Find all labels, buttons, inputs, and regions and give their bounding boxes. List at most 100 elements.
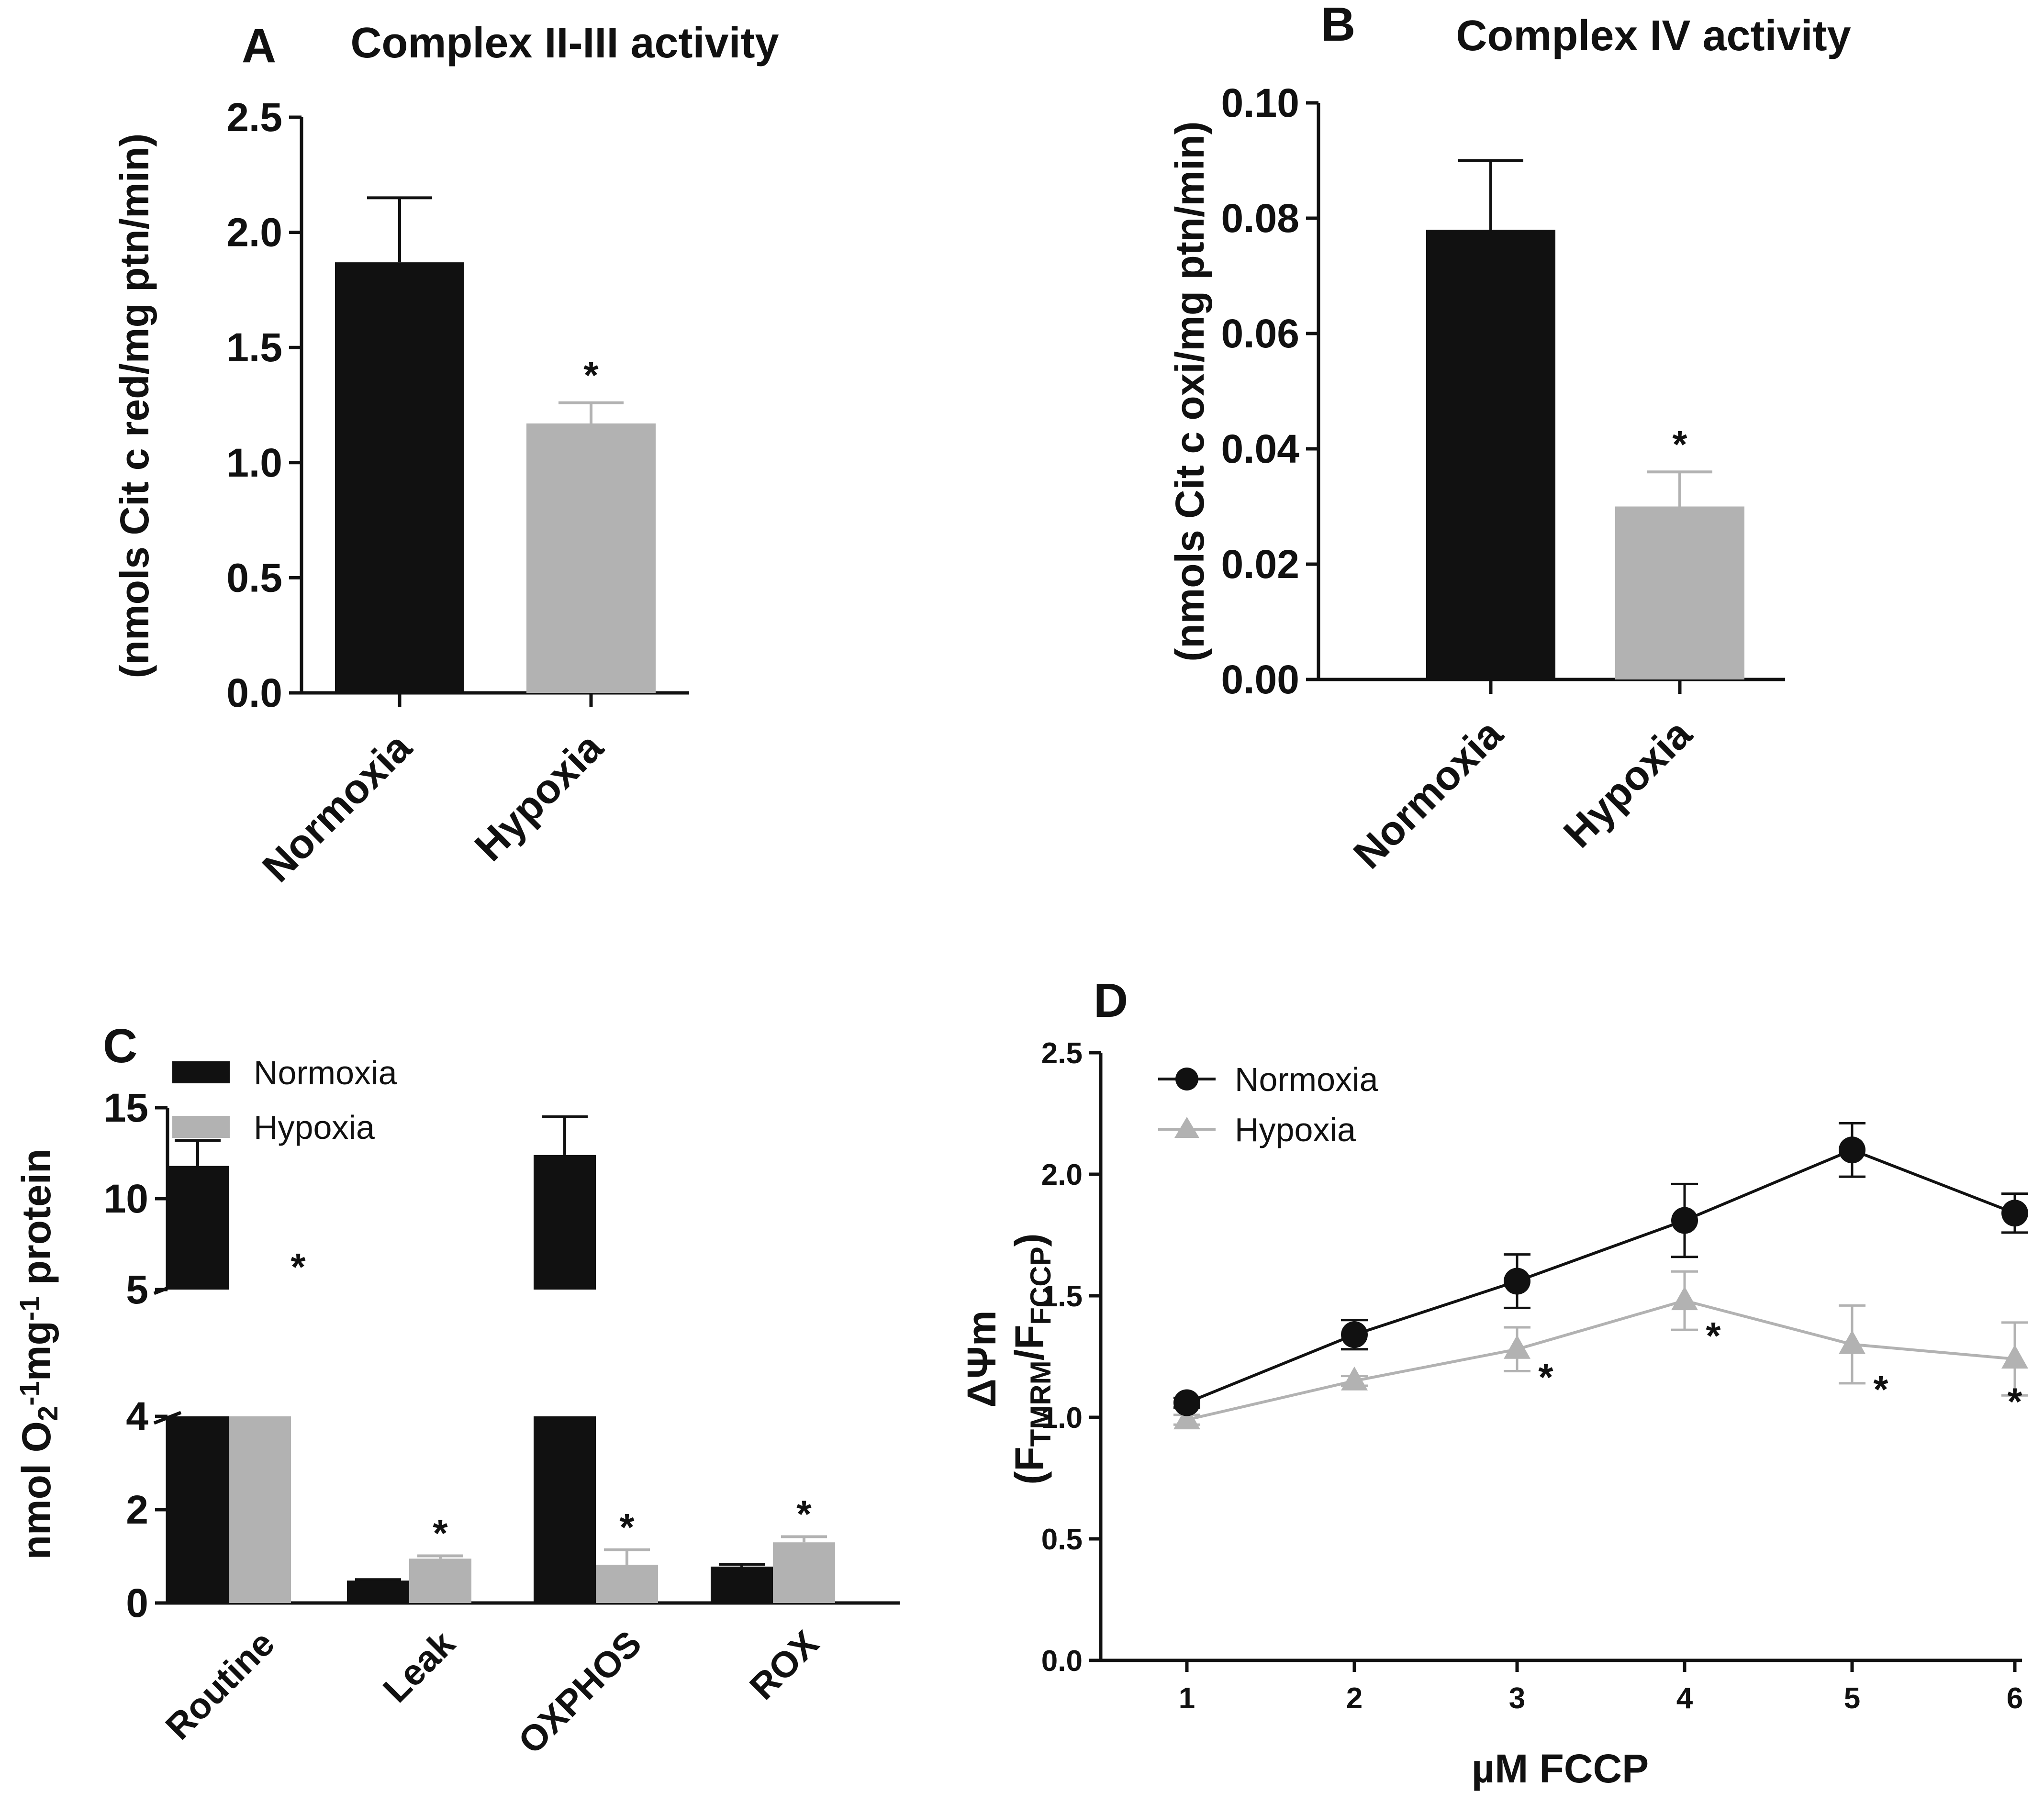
- y-axis-label: (nmols Cit c oxi/mg ptn/min): [1167, 121, 1212, 661]
- y-tick-label: 5: [126, 1267, 148, 1312]
- bar-normoxia: [1426, 230, 1555, 680]
- y-tick-label: 0.5: [1041, 1523, 1083, 1556]
- bar-normoxia: [335, 262, 464, 693]
- bar-normoxia-oxphos-lower: [534, 1416, 596, 1603]
- x-tick-label: 6: [2007, 1682, 2023, 1715]
- y-tick-label: 0.10: [1221, 80, 1300, 125]
- significance-star: *: [796, 1493, 812, 1536]
- legend-label-normoxia: Normoxia: [1235, 1061, 1378, 1098]
- chart-title: Complex II-III activity: [350, 19, 779, 67]
- bar-normoxia-leak: [347, 1580, 409, 1603]
- y-tick-label: 0.04: [1221, 426, 1300, 471]
- y-axis-label-main: ΔΨm: [959, 1310, 1004, 1407]
- y-tick-label: 15: [104, 1085, 148, 1130]
- bar-hypoxia-leak: [409, 1558, 471, 1603]
- series-line-normoxia: [1186, 1148, 2016, 1404]
- legend-marker-hypoxia: [1174, 1117, 1199, 1138]
- y-tick-label: 1.0: [1041, 1402, 1083, 1435]
- point-normoxia: [1671, 1207, 1698, 1234]
- bar-normoxia-routine-upper: [167, 1166, 229, 1290]
- y-tick-label: 2.0: [1041, 1158, 1083, 1191]
- y-tick-label: 4: [126, 1394, 148, 1439]
- bar-hypoxia-routine: [229, 1416, 291, 1603]
- y-tick-label: 0.02: [1221, 542, 1300, 587]
- x-tick-label: 1: [1179, 1682, 1195, 1715]
- y-tick-label: 0.0: [226, 670, 282, 715]
- significance-star: *: [619, 1506, 635, 1548]
- point-normoxia: [2001, 1200, 2028, 1227]
- significance-star: *: [1706, 1314, 1721, 1357]
- point-normoxia: [1173, 1389, 1200, 1416]
- point-hypoxia: [1341, 1366, 1368, 1391]
- x-tick-label: Hypoxia: [1555, 711, 1701, 857]
- point-hypoxia: [1839, 1330, 1865, 1354]
- y-tick-label: 2.0: [226, 210, 282, 255]
- x-tick-label: Hypoxia: [466, 724, 612, 870]
- legend-label-normoxia: Normoxia: [254, 1054, 397, 1091]
- significance-star: *: [1873, 1368, 1888, 1411]
- x-tick-label: Leak: [375, 1623, 463, 1710]
- panel-letter: C: [103, 1019, 137, 1073]
- point-hypoxia: [2001, 1345, 2028, 1369]
- y-tick-label: 2.5: [226, 95, 282, 140]
- point-normoxia: [1504, 1268, 1530, 1295]
- point-hypoxia: [1671, 1286, 1698, 1311]
- x-tick-label: 3: [1509, 1682, 1525, 1715]
- point-hypoxia: [1504, 1335, 1530, 1359]
- bar-hypoxia: [526, 423, 656, 693]
- x-tick-label: 4: [1676, 1682, 1693, 1715]
- bar-hypoxia: [1615, 506, 1744, 679]
- x-tick-label: OXPHOS: [511, 1623, 649, 1762]
- significance-star: *: [583, 354, 599, 397]
- panel-b-complex-iv: B Complex IV activity (nmols Cit c oxi/mg …: [1167, 0, 1851, 878]
- series-line-hypoxia: [1186, 1299, 2015, 1422]
- y-tick-label: 0: [126, 1580, 148, 1625]
- bar-hypoxia-oxphos: [596, 1565, 658, 1603]
- y-tick-label: 0.08: [1221, 196, 1300, 241]
- significance-star: *: [1538, 1356, 1553, 1398]
- significance-star: *: [1672, 423, 1687, 466]
- y-tick-label: 1.5: [1041, 1280, 1083, 1313]
- panel-letter: B: [1321, 0, 1355, 51]
- bar-normoxia-rox: [711, 1566, 773, 1603]
- y-tick-label: 2.5: [1041, 1037, 1083, 1070]
- y-tick-label: 0.00: [1221, 657, 1300, 702]
- y-tick-label: 10: [104, 1176, 148, 1221]
- x-tick-label: Normoxia: [1345, 711, 1512, 878]
- panel-d-membrane-potential: D 0.0 0.5 1.0 1.5 2.0 2.5 1 2 3 4 5 6 µM FCCP ΔΨm(FTMR…: [959, 974, 2028, 1791]
- y-tick-label: 0.06: [1221, 311, 1300, 356]
- bar-hypoxia-rox: [773, 1542, 835, 1603]
- legend-label-hypoxia: Hypoxia: [1235, 1111, 1356, 1148]
- significance-star: *: [290, 1246, 306, 1288]
- legend-label-hypoxia: Hypoxia: [254, 1109, 375, 1146]
- y-tick-label: 0.0: [1041, 1645, 1083, 1678]
- point-normoxia: [1341, 1321, 1368, 1348]
- y-axis-label: nmol O2-1mg-1 protein: [14, 1149, 64, 1560]
- y-tick-label: 2: [126, 1487, 148, 1532]
- x-tick-label: Normoxia: [254, 724, 421, 891]
- y-tick-label: 1.0: [226, 440, 282, 485]
- legend-marker-normoxia: [1175, 1068, 1198, 1091]
- panel-letter: D: [1094, 974, 1128, 1027]
- panel-letter: A: [242, 19, 276, 73]
- y-tick-label: 0.5: [226, 555, 282, 600]
- y-axis-label: (nmols Cit c red/mg ptn/min): [112, 134, 157, 679]
- x-axis-label: µM FCCP: [1472, 1746, 1649, 1791]
- bar-normoxia-oxphos-upper: [534, 1155, 596, 1290]
- x-tick-label: Routine: [158, 1623, 282, 1747]
- y-axis-label-sub: (FTMRM/FFCCP): [1007, 1233, 1057, 1484]
- point-normoxia: [1839, 1136, 1865, 1164]
- significance-star: *: [2007, 1380, 2022, 1423]
- chart-title: Complex IV activity: [1456, 12, 1851, 60]
- y-tick-label: 1.5: [226, 325, 282, 370]
- x-tick-label: ROX: [742, 1623, 827, 1708]
- legend-swatch-hypoxia: [172, 1116, 230, 1138]
- x-tick-label: 2: [1346, 1682, 1363, 1715]
- point-hypoxia: [1173, 1405, 1200, 1430]
- significance-star: *: [433, 1512, 448, 1555]
- x-tick-label: 5: [1844, 1682, 1860, 1715]
- bar-normoxia-routine-lower: [167, 1416, 229, 1603]
- legend-swatch-normoxia: [172, 1061, 230, 1083]
